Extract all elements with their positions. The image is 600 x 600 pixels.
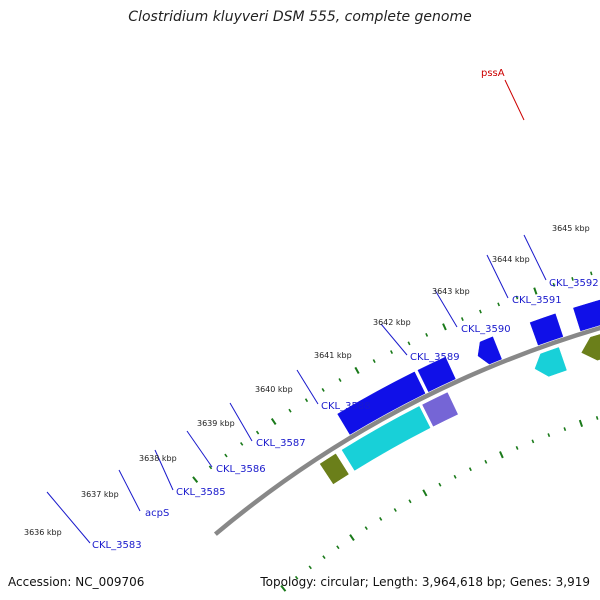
ring-tick xyxy=(224,453,228,458)
tick-label: 3636 kbp xyxy=(24,528,62,537)
ring-tick xyxy=(408,499,412,504)
ring-tick xyxy=(280,585,287,592)
ring-tick xyxy=(497,302,501,307)
gene-label: CKL_3589 xyxy=(410,352,460,363)
ring-tick xyxy=(304,398,309,403)
ring-tick xyxy=(338,378,342,382)
tick-label: 3642 kbp xyxy=(373,318,411,327)
leader-line xyxy=(296,369,319,405)
ring-tick xyxy=(393,508,397,512)
ring-tick xyxy=(308,565,312,570)
ring-tick xyxy=(240,442,244,446)
ring-tick xyxy=(479,309,482,314)
genome-backbone xyxy=(213,325,600,536)
gene-label: CKL_3592 xyxy=(549,278,599,289)
leader-line xyxy=(154,449,174,491)
tick-label: 3644 kbp xyxy=(492,255,530,264)
ring-tick xyxy=(515,445,519,450)
ring-tick xyxy=(460,317,464,321)
ring-tick xyxy=(533,287,538,295)
ring-tick xyxy=(531,439,535,444)
gene-label: CKL_3587 xyxy=(256,438,306,449)
ring-tick xyxy=(407,341,411,346)
accession-text: Accession: NC_009706 xyxy=(8,575,145,589)
tick-label: 3645 kbp xyxy=(552,224,590,233)
ring-tick xyxy=(349,534,355,542)
gene-feature xyxy=(529,313,564,346)
gene-feature xyxy=(573,299,600,332)
gene-feature xyxy=(337,371,426,435)
ring-tick xyxy=(364,526,368,531)
inner-dotted-ring xyxy=(280,416,599,592)
outer-dotted-ring xyxy=(192,271,593,483)
gene-feature xyxy=(319,453,349,485)
leader-line xyxy=(434,289,458,328)
ring-tick xyxy=(336,545,340,550)
ring-tick xyxy=(453,474,457,479)
gene-labels: CKL_3583 acpS CKL_3585 CKL_3586 CKL_3587 CKL_… xyxy=(92,68,599,551)
gene-label: CKL_3588 xyxy=(321,401,371,412)
ring-tick xyxy=(590,271,593,276)
gene-label: CKL_3591 xyxy=(512,295,562,306)
gene-label: CKL_3585 xyxy=(176,487,226,498)
gene-label: CKL_3583 xyxy=(92,540,142,551)
gene-label: pssA xyxy=(481,68,505,79)
tick-label: 3640 kbp xyxy=(255,385,293,394)
tick-label: 3637 kbp xyxy=(81,490,119,499)
genome-summary-text: Topology: circular; Length: 3,964,618 bp… xyxy=(260,575,590,589)
gene-label: acpS xyxy=(145,508,169,519)
leader-line xyxy=(118,469,141,512)
gene-label: CKL_3590 xyxy=(461,324,511,335)
label-leader-lines xyxy=(46,79,547,544)
leader-line xyxy=(504,79,525,121)
ring-tick xyxy=(208,465,213,470)
kbp-tick-labels: 3636 kbp 3637 kbp 3638 kbp 3639 kbp 3640 kbp… xyxy=(24,224,590,537)
ring-tick xyxy=(547,433,551,438)
gene-feature xyxy=(477,336,502,365)
gene-feature xyxy=(417,356,456,393)
map-title: Clostridium kluyveri DSM 555, complete g… xyxy=(128,9,472,25)
leader-line xyxy=(229,402,253,442)
ring-tick xyxy=(484,459,488,464)
leader-line xyxy=(186,430,213,468)
ring-tick xyxy=(255,430,260,435)
tick-label: 3639 kbp xyxy=(197,419,235,428)
tick-label: 3638 kbp xyxy=(139,454,177,463)
ring-tick xyxy=(294,575,299,580)
ring-tick xyxy=(372,359,376,364)
gene-feature xyxy=(341,406,431,471)
ring-tick xyxy=(425,333,429,337)
ring-tick xyxy=(571,277,574,281)
gene-feature xyxy=(422,392,459,427)
ring-tick xyxy=(515,295,519,300)
ring-tick xyxy=(192,476,199,483)
ring-tick xyxy=(379,517,383,521)
ring-tick xyxy=(595,416,599,420)
ring-tick xyxy=(552,282,556,287)
gene-label: CKL_3586 xyxy=(216,464,266,475)
ring-tick xyxy=(578,419,584,428)
ring-tick xyxy=(354,366,360,374)
gene-features xyxy=(319,299,600,485)
gene-feature xyxy=(581,334,600,361)
leader-line xyxy=(380,323,408,356)
ring-tick xyxy=(321,388,325,392)
ring-tick xyxy=(422,489,428,497)
ring-tick xyxy=(499,451,504,459)
leader-line xyxy=(486,254,509,299)
ring-tick xyxy=(270,418,277,425)
tick-label: 3641 kbp xyxy=(314,351,352,360)
leader-line xyxy=(523,234,547,281)
ring-tick xyxy=(288,408,292,413)
gene-feature xyxy=(534,347,567,377)
ring-tick xyxy=(468,467,472,472)
ring-tick xyxy=(442,323,447,331)
ring-tick xyxy=(322,555,326,560)
tick-label: 3643 kbp xyxy=(432,287,470,296)
ring-tick xyxy=(438,482,442,487)
leader-line xyxy=(46,491,91,544)
ring-tick xyxy=(563,427,567,432)
ring-tick xyxy=(390,350,394,354)
